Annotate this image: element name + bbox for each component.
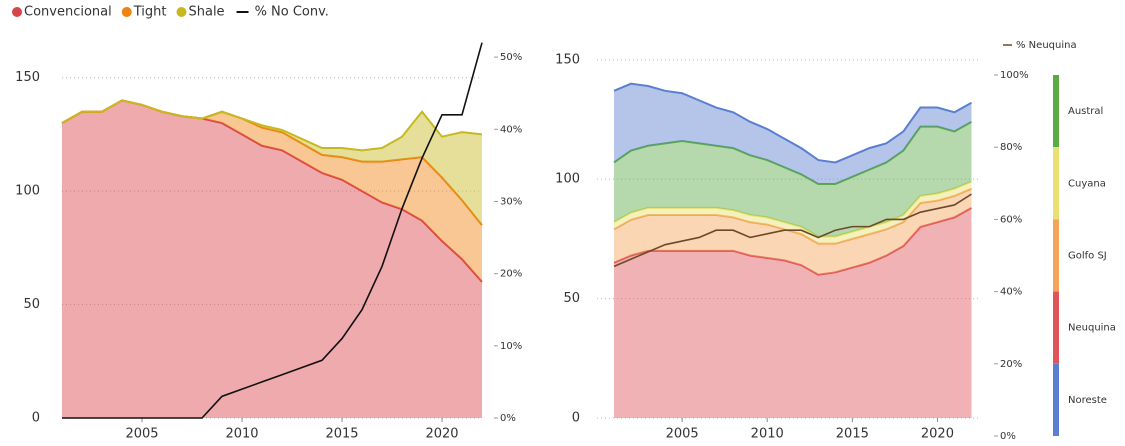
x-tick-label: 2010	[751, 427, 784, 442]
y-tick-label: 0	[572, 411, 580, 426]
legend-label: Noreste	[1068, 395, 1107, 406]
y2-tick-label: 20%	[500, 269, 522, 280]
area-edge	[613, 206, 972, 276]
area	[62, 100, 482, 419]
y2-tick-label: 10%	[500, 341, 522, 352]
area-edge	[613, 180, 972, 238]
area	[614, 121, 972, 237]
area-edge	[613, 120, 972, 185]
y-tick-label: 150	[15, 70, 40, 85]
area	[62, 100, 482, 282]
legend-swatch	[1053, 219, 1059, 292]
y2-tick-label: 30%	[500, 196, 522, 207]
legend-label: Golfo SJ	[1068, 251, 1107, 262]
y2-tick-label: 40%	[500, 124, 522, 135]
y-tick-label: 50	[563, 291, 580, 306]
legend-swatch	[1053, 291, 1059, 364]
legend-swatch	[1053, 363, 1059, 436]
legend-label: % Neuquina	[1016, 40, 1077, 51]
x-tick-label: 2015	[325, 427, 358, 442]
y2-tick-label: 100%	[1000, 70, 1029, 81]
legend-dot	[176, 7, 187, 17]
legend-label: Neuquina	[1068, 323, 1116, 334]
legend-swatch	[1053, 147, 1059, 220]
y2-tick-label: 50%	[500, 52, 522, 63]
y-tick-label: 100	[15, 184, 40, 199]
x-tick-label: 2010	[225, 427, 258, 442]
x-tick-label: 2005	[125, 427, 158, 442]
y-tick-label: 50	[23, 297, 40, 312]
legend-label: % No Conv.	[255, 5, 329, 20]
y2-tick-label: 60%	[1000, 214, 1022, 225]
area	[614, 83, 972, 184]
line	[613, 193, 972, 268]
y2-tick-label: 0%	[1000, 431, 1016, 442]
y2-tick-label: 20%	[1000, 359, 1022, 370]
x-tick-label: 2020	[921, 427, 954, 442]
y-tick-label: 150	[555, 52, 580, 67]
x-tick-label: 2020	[425, 427, 458, 442]
y-tick-label: 0	[32, 411, 40, 426]
legend-dot	[121, 7, 132, 17]
area	[614, 181, 972, 244]
legend-label: Tight	[133, 5, 167, 20]
x-tick-label: 2005	[666, 427, 699, 442]
y-tick-label: 100	[555, 172, 580, 187]
legend-dot	[12, 7, 22, 17]
y2-tick-label: 0%	[500, 413, 516, 424]
legend-label: Shale	[188, 5, 224, 20]
line	[62, 42, 483, 419]
area-edge	[613, 82, 972, 164]
y2-tick-label: 40%	[1000, 287, 1022, 298]
area-edge	[61, 99, 483, 152]
area-edge	[613, 187, 972, 245]
legend-label: Convencional	[24, 5, 112, 20]
legend-label: Cuyana	[1068, 178, 1106, 189]
x-tick-label: 2015	[836, 427, 869, 442]
y2-tick-label: 80%	[1000, 142, 1022, 153]
legend-swatch	[1053, 75, 1059, 148]
area	[614, 207, 972, 418]
legend-label: Austral	[1068, 106, 1103, 117]
